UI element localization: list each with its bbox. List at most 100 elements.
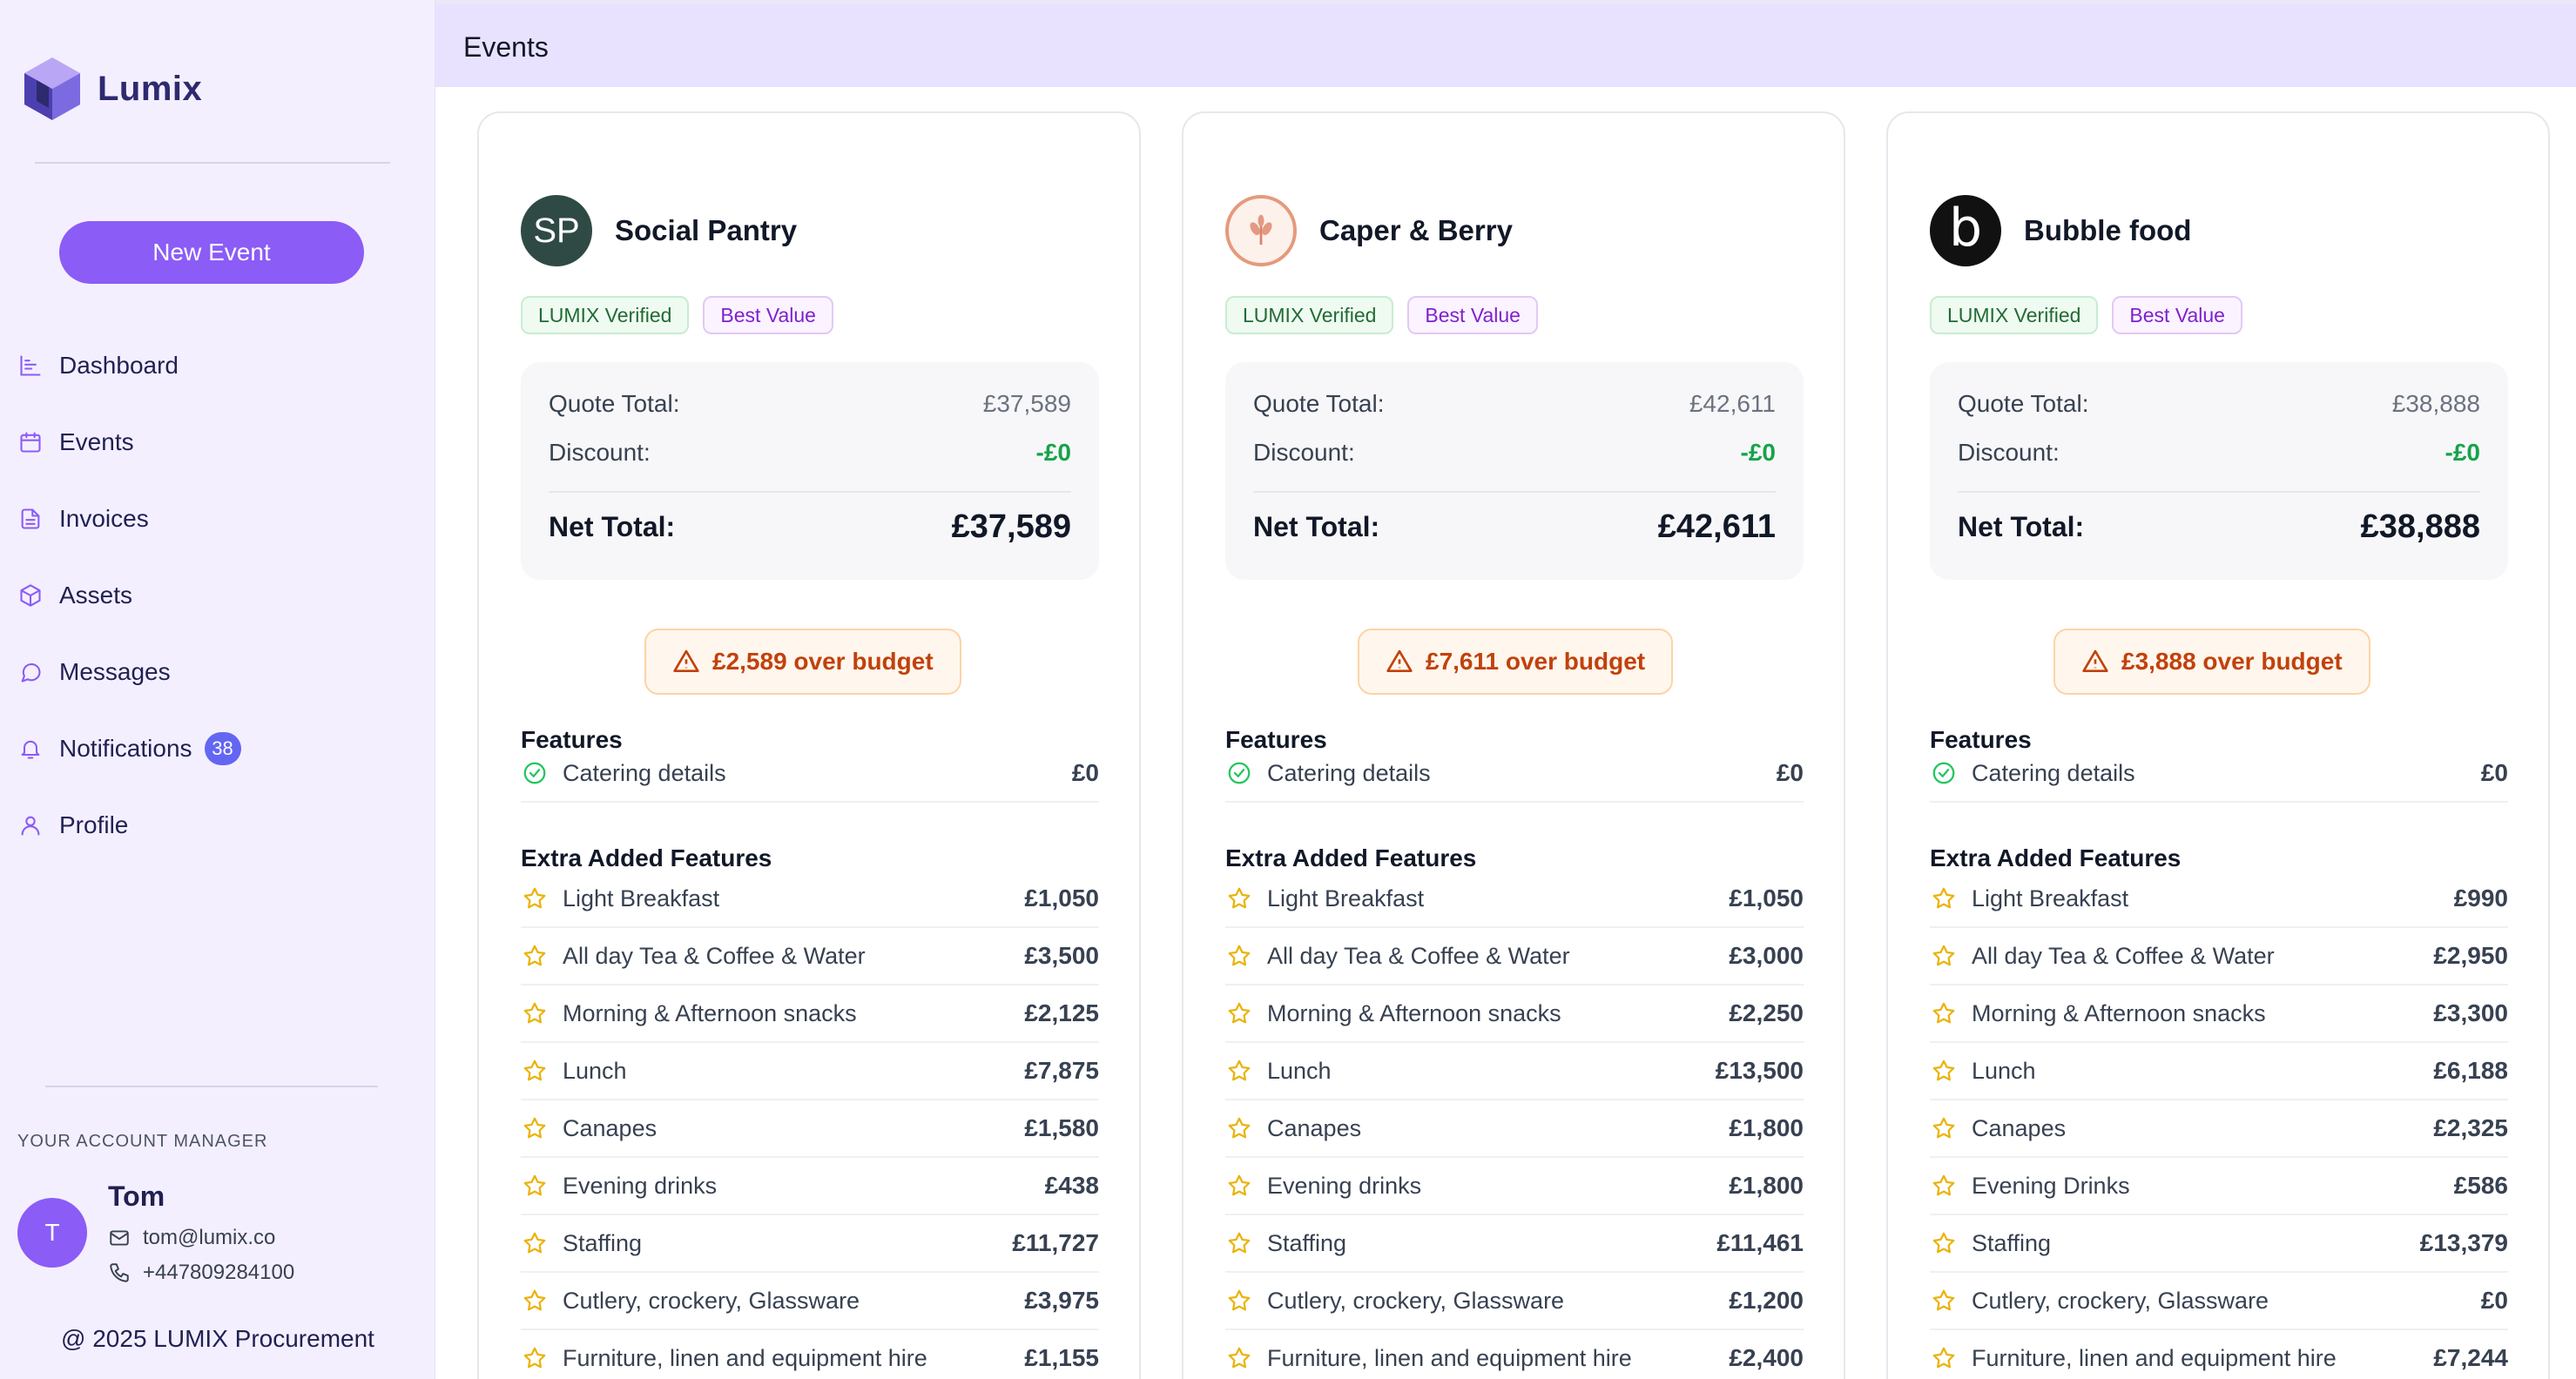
vendor-card[interactable]: SP Social Pantry LUMIX Verified Best Val… <box>477 111 1141 1379</box>
account-manager-email[interactable]: tom@lumix.co <box>108 1226 275 1250</box>
star-icon <box>1930 885 1958 912</box>
extra-feature-name: All day Tea & Coffee & Water <box>1972 942 2275 969</box>
quote-divider <box>1253 491 1776 493</box>
vendor-tags: LUMIX Verified Best Value <box>1225 296 1538 334</box>
extra-feature-price: £2,400 <box>1729 1344 1804 1371</box>
net-total-row: Net Total: £37,589 <box>549 508 1071 545</box>
vendor-logo: b <box>1930 195 2001 266</box>
star-icon <box>1930 1344 1958 1372</box>
berry-leaf-icon <box>1250 214 1272 246</box>
check-circle-icon <box>1225 759 1253 787</box>
extra-feature-row: Light Breakfast £990 <box>1930 871 2508 928</box>
quote-total-value: £37,589 <box>982 390 1071 417</box>
extra-feature-name: Furniture, linen and equipment hire <box>1972 1344 2337 1371</box>
sidebar-item-events[interactable]: Events <box>0 404 435 481</box>
warning-icon <box>1386 649 1413 672</box>
sidebar-item-messages[interactable]: Messages <box>0 634 435 710</box>
app-logo[interactable]: Lumix <box>23 56 202 122</box>
account-manager-title: YOUR ACCOUNT MANAGER <box>17 1132 268 1151</box>
star-icon <box>1930 1229 1958 1257</box>
extra-feature-price: £3,300 <box>2433 999 2508 1026</box>
vendor-header: SP Social Pantry <box>521 195 797 266</box>
extra-features-heading: Extra Added Features <box>1930 844 2182 871</box>
sidebar-item-label: Invoices <box>59 505 149 532</box>
extra-feature-row: Lunch £7,875 <box>521 1043 1099 1100</box>
sidebar-item-assets[interactable]: Assets <box>0 557 435 634</box>
sidebar: Lumix New Event Dashboard Events Invoice… <box>0 0 435 1379</box>
extra-feature-name: Furniture, linen and equipment hire <box>563 1344 927 1371</box>
star-icon <box>1930 1287 1958 1315</box>
vendor-card[interactable]: b Bubble food LUMIX Verified Best Value … <box>1886 111 2550 1379</box>
sidebar-item-notifications[interactable]: Notifications 38 <box>0 710 435 787</box>
extra-feature-price: £586 <box>2453 1172 2508 1199</box>
extra-feature-name: Morning & Afternoon snacks <box>563 999 857 1026</box>
extra-feature-price: £1,050 <box>1729 885 1804 911</box>
copyright-footer: @ 2025 LUMIX Procurement <box>61 1325 374 1352</box>
extra-feature-name: Evening drinks <box>563 1172 718 1199</box>
extra-feature-name: Canapes <box>563 1114 657 1141</box>
extra-feature-row: Light Breakfast £1,050 <box>521 871 1099 928</box>
star-icon <box>1930 942 1958 970</box>
extra-feature-price: £3,000 <box>1729 942 1804 969</box>
extra-feature-row: Furniture, linen and equipment hire £2,40… <box>1225 1330 1804 1379</box>
check-circle-icon <box>521 759 549 787</box>
extra-feature-row: All day Tea & Coffee & Water £3,000 <box>1225 928 1804 985</box>
quote-divider <box>1958 491 2480 493</box>
sidebar-item-profile[interactable]: Profile <box>0 787 435 864</box>
extra-feature-name: Cutlery, crockery, Glassware <box>1972 1287 2269 1314</box>
extra-feature-name: Staffing <box>1267 1229 1347 1256</box>
extra-feature-name: Light Breakfast <box>563 885 720 911</box>
chat-icon <box>17 659 44 685</box>
sidebar-item-invoices[interactable]: Invoices <box>0 481 435 557</box>
check-circle-icon <box>1930 759 1958 787</box>
verified-badge: LUMIX Verified <box>1930 296 2099 334</box>
extra-feature-name: All day Tea & Coffee & Water <box>563 942 866 969</box>
star-icon <box>521 1172 549 1200</box>
extra-feature-name: Canapes <box>1972 1114 2067 1141</box>
extra-feature-name: Evening drinks <box>1267 1172 1422 1199</box>
extra-feature-row: Cutlery, crockery, Glassware £0 <box>1930 1273 2508 1330</box>
discount-row: Discount: -£0 <box>1958 439 2480 466</box>
sidebar-item-dashboard[interactable]: Dashboard <box>0 327 435 404</box>
vendor-logo <box>1225 195 1297 266</box>
extra-feature-row: Furniture, linen and equipment hire £1,15… <box>521 1330 1099 1379</box>
extra-feature-price: £3,500 <box>1024 942 1099 969</box>
vendor-name: Caper & Berry <box>1319 214 1513 246</box>
verified-badge: LUMIX Verified <box>1225 296 1394 334</box>
extra-feature-row: Canapes £1,800 <box>1225 1100 1804 1158</box>
extra-feature-price: £1,050 <box>1024 885 1099 911</box>
over-budget-alert: £2,589 over budget <box>644 629 961 695</box>
extra-feature-name: Lunch <box>1267 1057 1332 1084</box>
extra-feature-price: £0 <box>2480 1287 2508 1314</box>
feature-row: Catering details £0 <box>521 745 1099 803</box>
discount-value: -£0 <box>1035 439 1071 466</box>
sidebar-item-label: Messages <box>59 658 171 685</box>
star-icon <box>521 1229 549 1257</box>
extra-feature-price: £990 <box>2453 885 2508 911</box>
extra-feature-row: Staffing £11,727 <box>521 1215 1099 1273</box>
best-value-badge: Best Value <box>1407 296 1538 334</box>
net-total-value: £38,888 <box>2360 508 2480 545</box>
extra-feature-price: £3,975 <box>1024 1287 1099 1314</box>
sidebar-item-label: Events <box>59 428 134 455</box>
extra-feature-row: Canapes £2,325 <box>1930 1100 2508 1158</box>
star-icon <box>1225 1287 1253 1315</box>
vendor-card[interactable]: Caper & Berry LUMIX Verified Best Value … <box>1182 111 1845 1379</box>
extra-feature-price: £11,727 <box>1012 1229 1099 1256</box>
user-icon <box>17 812 44 838</box>
star-icon <box>1225 942 1253 970</box>
cube-logo-icon <box>24 57 80 120</box>
extra-feature-name: Canapes <box>1267 1114 1362 1141</box>
extra-feature-name: Furniture, linen and equipment hire <box>1267 1344 1632 1371</box>
warning-icon <box>2082 649 2108 672</box>
extra-feature-row: Lunch £6,188 <box>1930 1043 2508 1100</box>
extra-feature-row: Light Breakfast £1,050 <box>1225 871 1804 928</box>
extra-feature-name: Light Breakfast <box>1267 885 1425 911</box>
star-icon <box>1930 1057 1958 1085</box>
star-icon <box>1225 885 1253 912</box>
extra-features-heading: Extra Added Features <box>1225 844 1477 871</box>
net-total-value: £37,589 <box>951 508 1071 545</box>
account-manager-phone[interactable]: +447809284100 <box>108 1261 294 1285</box>
star-icon <box>1225 1057 1253 1085</box>
new-event-button[interactable]: New Event <box>59 221 364 284</box>
